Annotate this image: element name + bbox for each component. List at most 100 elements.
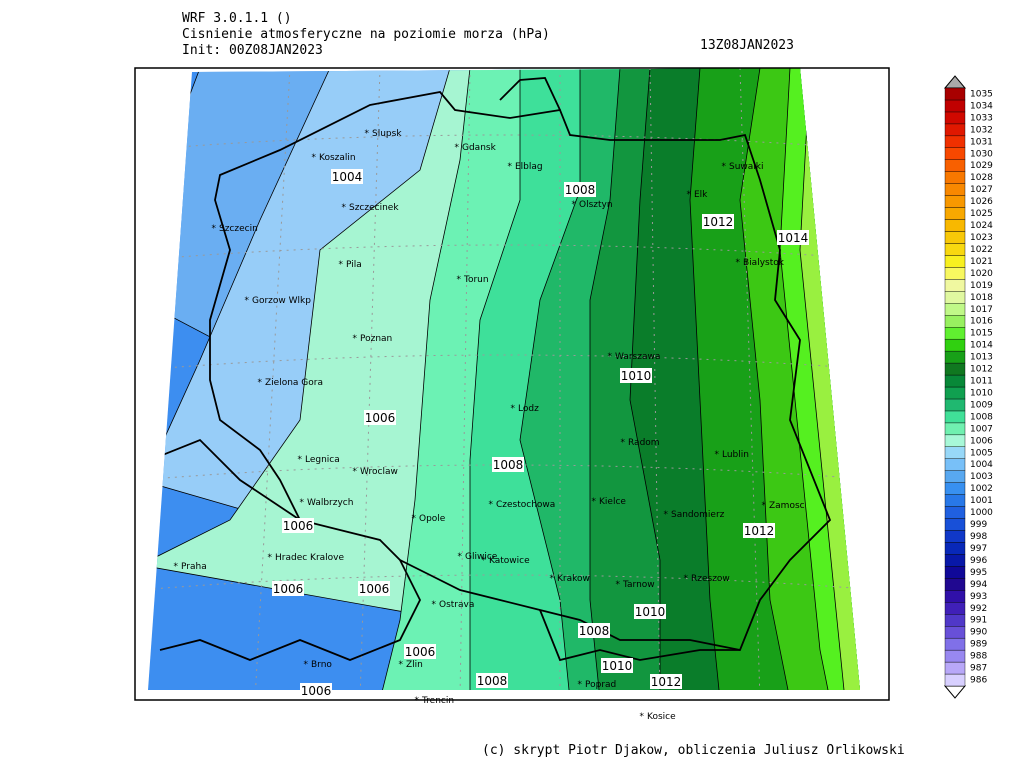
colorbar-swatch xyxy=(944,135,966,148)
colorbar-label: 1014 xyxy=(970,341,993,351)
colorbar-label: 1035 xyxy=(970,89,993,99)
colorbar-swatch xyxy=(944,159,966,172)
city-name: Czestochowa xyxy=(496,500,555,510)
city-name: Lodz xyxy=(518,404,539,414)
model-label: WRF 3.0.1.1 () xyxy=(182,11,292,26)
colorbar-swatch xyxy=(944,327,966,340)
colorbar-label: 994 xyxy=(970,580,987,590)
colorbar-swatch xyxy=(944,267,966,280)
colorbar-swatch xyxy=(944,602,966,615)
city-name: Trencin xyxy=(421,696,454,706)
isobar-label: 1008 xyxy=(493,458,524,472)
colorbar-swatch xyxy=(944,673,966,687)
colorbar-label: 1032 xyxy=(970,125,993,135)
colorbar-label: 992 xyxy=(970,604,987,614)
isobar-label: 1012 xyxy=(703,215,734,229)
colorbar-label: 996 xyxy=(970,556,987,566)
city-marker: * xyxy=(297,455,302,465)
city-marker: * xyxy=(591,497,596,507)
city-name: Slupsk xyxy=(372,129,402,139)
colorbar-label: 1001 xyxy=(970,496,993,506)
colorbar-label: 999 xyxy=(970,520,987,530)
colorbar-swatch xyxy=(944,303,966,316)
colorbar-top-arrow xyxy=(943,75,967,89)
isobar-label-box xyxy=(358,581,390,596)
colorbar-label: 1015 xyxy=(970,329,993,339)
colorbar-label: 1025 xyxy=(970,209,993,219)
city-name: Bialystok xyxy=(743,258,785,268)
colorbar-label: 1030 xyxy=(970,149,993,159)
colorbar-swatch xyxy=(944,578,966,591)
colorbar-label: 1024 xyxy=(970,221,993,231)
colorbar-swatch xyxy=(944,590,966,603)
colorbar-label: 1029 xyxy=(970,161,993,171)
colorbar-swatch xyxy=(944,123,966,137)
colorbar-swatch xyxy=(944,87,966,101)
colorbar-swatch xyxy=(944,626,966,639)
city-name: Zlin xyxy=(406,660,423,670)
colorbar-label: 1023 xyxy=(970,233,993,243)
city-marker: * xyxy=(454,143,459,153)
colorbar-label: 1017 xyxy=(970,305,993,315)
colorbar-swatch xyxy=(944,410,966,424)
colorbar-label: 990 xyxy=(970,628,987,638)
isobar-label: 1008 xyxy=(565,183,596,197)
colorbar-label: 1000 xyxy=(970,508,993,518)
colorbar-label: 1016 xyxy=(970,317,993,327)
colorbar-label: 1011 xyxy=(970,377,993,387)
isobar-label-box xyxy=(272,581,304,596)
colorbar-swatch xyxy=(944,207,966,220)
city-name: Wroclaw xyxy=(360,467,398,477)
city-marker: * xyxy=(414,696,419,706)
city-name: Opole xyxy=(419,514,446,524)
city-marker: * xyxy=(341,203,346,213)
colorbar-swatch xyxy=(944,362,966,376)
isobar-label-box xyxy=(364,410,396,425)
city-name: Rzeszow xyxy=(691,574,730,584)
city-name: Krakow xyxy=(557,574,590,584)
city-marker: * xyxy=(303,660,308,670)
colorbar-swatch xyxy=(944,506,966,519)
isobar-label-box xyxy=(620,368,652,383)
colorbar-swatch xyxy=(944,434,966,447)
city-name: Ostrava xyxy=(439,600,474,610)
city-name: Koszalin xyxy=(319,153,356,163)
colorbar: 986 987 988 989 990 991 992 993 994 995 996 997 998 9… xyxy=(943,75,993,699)
colorbar-swatch xyxy=(944,398,966,412)
city-marker: * xyxy=(456,275,461,285)
colorbar-label: 989 xyxy=(970,640,987,650)
city-name: Tarnow xyxy=(622,580,655,590)
isobar-label-box xyxy=(702,214,734,229)
city-marker: * xyxy=(257,378,262,388)
isobar-label-box xyxy=(634,604,666,619)
isobar-label-box xyxy=(300,683,332,698)
city-name: Walbrzych xyxy=(307,498,353,508)
city-marker: * xyxy=(244,296,249,306)
isobar-label: 1008 xyxy=(477,674,508,688)
city-marker: * xyxy=(761,501,766,511)
city-marker: * xyxy=(173,562,178,572)
colorbar-swatch xyxy=(944,386,966,400)
colorbar-label: 1019 xyxy=(970,281,993,291)
city-marker: * xyxy=(510,404,515,414)
colorbar-swatch xyxy=(944,661,966,675)
isobar-label: 1012 xyxy=(651,675,682,689)
city-name: Szczecinek xyxy=(349,203,399,213)
city-labels: * Slupsk* Koszalin* Gdansk* Elblag * Suwalki* O… xyxy=(173,129,805,722)
city-name: Gdansk xyxy=(462,143,497,153)
colorbar-swatch xyxy=(944,542,966,555)
colorbar-swatch xyxy=(944,219,966,232)
colorbar-bottom-arrow xyxy=(943,685,967,699)
city-marker: * xyxy=(299,498,304,508)
isobar-label: 1006 xyxy=(405,645,436,659)
colorbar-label: 1004 xyxy=(970,460,993,470)
isobar-label: 1006 xyxy=(365,411,396,425)
colorbar-label: 995 xyxy=(970,568,987,578)
colorbar-label: 988 xyxy=(970,652,987,662)
city-marker: * xyxy=(338,260,343,270)
colorbar-swatch xyxy=(944,530,966,543)
colorbar-swatch xyxy=(944,422,966,436)
city-marker: * xyxy=(686,190,691,200)
colorbar-label: 1022 xyxy=(970,245,993,255)
